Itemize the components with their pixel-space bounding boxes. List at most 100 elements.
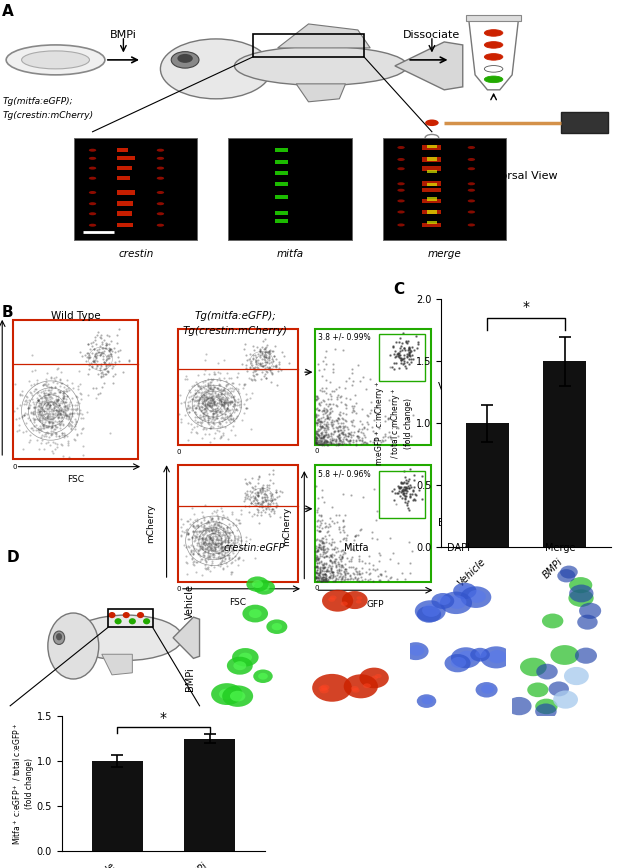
Point	[356, 425, 366, 439]
Point	[348, 401, 358, 415]
Point	[336, 426, 346, 440]
Point	[250, 479, 260, 493]
Point	[39, 388, 49, 402]
Point	[212, 516, 222, 529]
Point	[394, 481, 404, 495]
Point	[268, 463, 278, 477]
Point	[214, 528, 224, 542]
Point	[35, 404, 45, 418]
Point	[313, 437, 323, 450]
Point	[325, 517, 334, 531]
Point	[328, 365, 338, 379]
Point	[339, 545, 349, 559]
Point	[339, 424, 349, 438]
Point	[408, 493, 418, 507]
Point	[222, 393, 231, 407]
Point	[101, 367, 111, 381]
Point	[215, 559, 225, 573]
Point	[202, 405, 212, 419]
Point	[334, 428, 344, 442]
Point	[48, 420, 57, 434]
Point	[263, 338, 273, 352]
Point	[315, 563, 325, 577]
Point	[222, 395, 232, 409]
Ellipse shape	[520, 658, 547, 676]
Point	[197, 397, 207, 411]
Point	[413, 335, 423, 349]
Point	[205, 421, 215, 435]
Point	[319, 404, 329, 418]
Point	[198, 520, 208, 534]
Point	[34, 425, 44, 439]
Text: 5.8 +/- 0.96%: 5.8 +/- 0.96%	[318, 470, 370, 478]
Point	[223, 535, 233, 549]
Point	[15, 398, 25, 412]
Point	[331, 552, 341, 566]
Point	[58, 384, 68, 398]
Point	[394, 430, 404, 444]
Point	[212, 411, 222, 424]
Point	[255, 348, 265, 362]
Point	[397, 352, 407, 365]
Point	[195, 531, 205, 545]
Point	[33, 372, 43, 386]
Point	[215, 530, 225, 544]
Ellipse shape	[312, 674, 352, 701]
Point	[196, 403, 205, 417]
Point	[259, 487, 268, 501]
Point	[203, 537, 213, 551]
Point	[51, 430, 61, 444]
Ellipse shape	[227, 657, 253, 674]
Point	[38, 402, 48, 416]
Point	[339, 519, 349, 533]
Point	[319, 430, 329, 444]
Point	[204, 427, 214, 441]
Point	[25, 413, 35, 427]
Point	[48, 391, 57, 404]
Point	[360, 556, 370, 570]
Point	[33, 402, 43, 416]
Point	[194, 378, 204, 391]
Point	[70, 398, 80, 411]
Point	[203, 411, 213, 424]
Point	[396, 480, 406, 494]
Point	[215, 528, 225, 542]
Point	[226, 395, 236, 409]
Point	[219, 399, 229, 413]
Point	[205, 563, 215, 577]
Point	[62, 401, 72, 415]
Point	[314, 509, 324, 523]
Point	[51, 436, 60, 450]
Point	[337, 570, 347, 584]
Point	[265, 363, 275, 377]
Point	[192, 416, 202, 430]
Point	[48, 427, 57, 441]
Point	[224, 552, 234, 566]
Point	[11, 412, 21, 426]
Point	[312, 433, 322, 447]
Point	[217, 541, 227, 555]
Ellipse shape	[267, 620, 288, 634]
Point	[187, 530, 197, 544]
Point	[350, 529, 360, 542]
Ellipse shape	[351, 686, 358, 691]
Point	[207, 403, 217, 417]
Point	[323, 542, 333, 556]
Point	[208, 382, 218, 396]
Point	[51, 392, 61, 406]
Point	[320, 567, 330, 581]
Point	[207, 410, 217, 424]
Ellipse shape	[322, 589, 353, 612]
Point	[405, 357, 415, 371]
Point	[191, 384, 201, 398]
Point	[66, 402, 76, 416]
Point	[323, 437, 333, 451]
Point	[213, 391, 223, 404]
Point	[24, 393, 34, 407]
Point	[211, 522, 221, 536]
Point	[350, 543, 360, 557]
Point	[220, 391, 230, 404]
Point	[193, 532, 202, 546]
Point	[210, 543, 220, 557]
Point	[93, 366, 103, 380]
